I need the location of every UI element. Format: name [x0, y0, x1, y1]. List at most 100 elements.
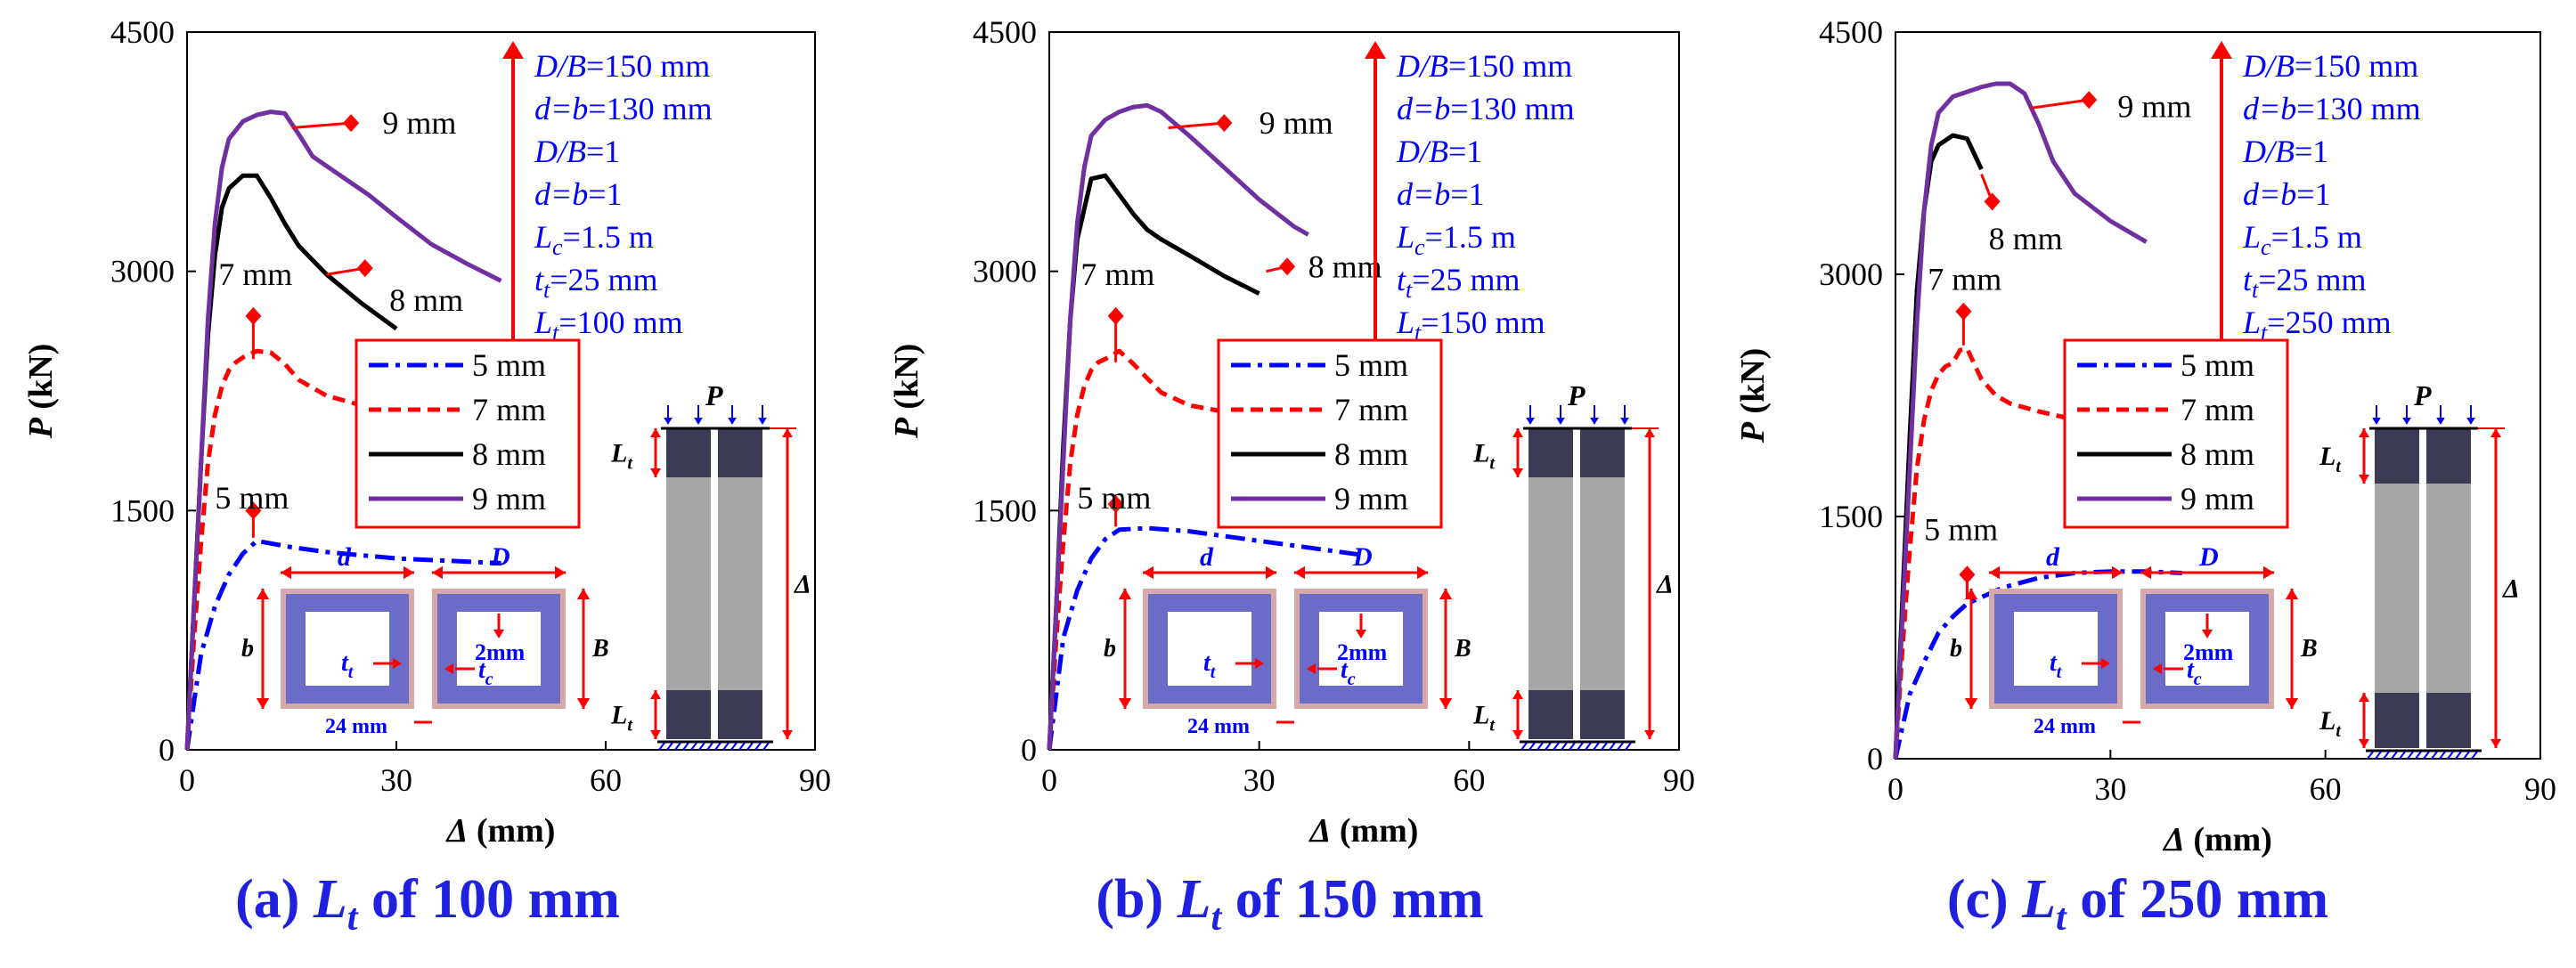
- legend-label: 7 mm: [1334, 392, 1408, 427]
- legend-label: 5 mm: [1334, 347, 1408, 383]
- y-tick-label: 0: [1867, 741, 1883, 777]
- column-left-top-tube: [2375, 428, 2419, 484]
- fixed-support-hatch: [722, 742, 730, 751]
- y-tick-label: 1500: [110, 492, 175, 528]
- dim-B-label: B: [2300, 635, 2318, 663]
- load-P-label: P: [2413, 379, 2432, 411]
- dim-b-label: b: [1950, 635, 1962, 663]
- fixed-support-hatch: [1561, 742, 1568, 751]
- dim-Lt-bottom-head: [650, 730, 661, 739]
- fixed-support-hatch: [2407, 751, 2414, 760]
- param-text: D/B=1: [534, 134, 620, 169]
- series-line-9mm: [1893, 81, 2148, 760]
- fixed-support-hatch: [2367, 751, 2374, 760]
- legend-label: 9 mm: [472, 481, 546, 517]
- dim-delta-head: [782, 428, 793, 437]
- x-tick-label: 30: [380, 762, 412, 798]
- dim-Lt-bottom-head: [1512, 730, 1523, 739]
- series-line-7mm: [1893, 346, 2111, 760]
- y-tick-label: 1500: [973, 492, 1037, 528]
- dim-Lt-top-head: [2359, 475, 2369, 484]
- fixed-support-hatch: [2447, 751, 2454, 760]
- plot-frame: [1048, 31, 1680, 751]
- marker-diamond: [356, 259, 373, 278]
- fixed-support-hatch: [2431, 751, 2438, 760]
- dim-Lt-top-head: [1512, 428, 1523, 437]
- marker-leader: [1168, 121, 1225, 129]
- marker-diamond: [343, 114, 360, 133]
- inner-tube-section-void: [1168, 612, 1251, 686]
- marker-diamond: [245, 501, 262, 520]
- series-line-7mm: [1047, 348, 1259, 751]
- gap-24mm-label: 24 mm: [325, 715, 387, 738]
- fixed-support-hatch: [2439, 751, 2446, 760]
- marker-diamond: [1279, 257, 1296, 276]
- dim-Lt-bottom-head: [1512, 690, 1523, 699]
- data-label: 9 mm: [382, 105, 456, 141]
- dim-D-head: [2263, 565, 2274, 580]
- tc-arrow-head: [2153, 663, 2162, 674]
- legend-label: 8 mm: [2181, 436, 2254, 472]
- fixed-support-hatch: [1593, 742, 1600, 751]
- x-axis-label: Δ (mm): [2162, 821, 2272, 858]
- dim-Lt-bottom-head: [650, 690, 661, 699]
- column-left-core: [1528, 428, 1573, 739]
- dim-D-label: D: [2198, 542, 2219, 572]
- fixed-support-hatch: [1537, 742, 1544, 751]
- data-label: 9 mm: [2117, 88, 2191, 124]
- dim-D-head: [1417, 565, 1428, 580]
- dim-b-head: [1118, 589, 1132, 599]
- dim-B-head: [2285, 589, 2299, 599]
- marker-diamond: [1216, 114, 1233, 133]
- load-arrow-tip: [2466, 418, 2475, 425]
- dim-B-head: [1439, 589, 1453, 599]
- marker-diamond: [1107, 495, 1124, 514]
- y-tick-label: 4500: [973, 14, 1037, 50]
- plot-frame: [186, 31, 816, 751]
- load-arrow-tip: [758, 418, 767, 425]
- tt-label: tt: [2050, 649, 2063, 682]
- param-text: D/B=1: [1396, 134, 1482, 169]
- dim-d-label: d: [2046, 542, 2060, 572]
- fixed-support-hatch: [1625, 742, 1632, 751]
- dim-B-label: B: [1454, 635, 1471, 663]
- dim-delta-head: [2490, 739, 2501, 748]
- panel-caption: (a) Lt of 100 mm: [235, 869, 620, 939]
- data-label: 9 mm: [1259, 105, 1333, 141]
- dim-d-head: [1266, 565, 1276, 580]
- column-right-bottom-tube: [718, 690, 762, 739]
- load-arrow-tip: [1526, 418, 1535, 425]
- dim-d-head: [1989, 565, 2000, 580]
- data-label: 7 mm: [1928, 261, 2001, 297]
- dim-d-head: [404, 565, 414, 580]
- fixed-support-hatch: [2383, 751, 2390, 760]
- legend-label: 7 mm: [2181, 392, 2254, 427]
- param-text: d=b=130 mm: [1397, 91, 1575, 126]
- load-arrow-tip: [694, 418, 703, 425]
- column-left-top-tube: [1528, 428, 1573, 477]
- fixed-support-hatch: [1528, 742, 1536, 751]
- column-right-top-tube: [718, 428, 762, 477]
- data-label: 7 mm: [218, 256, 292, 292]
- param-text: Lt=250 mm: [2242, 305, 2392, 346]
- y-tick-label: 0: [1021, 732, 1037, 768]
- dim-Lt-top-head: [1512, 468, 1523, 477]
- y-tick-label: 3000: [973, 254, 1037, 289]
- fixed-support-hatch: [690, 742, 697, 751]
- fixed-support-hatch: [658, 742, 665, 751]
- x-tick-label: 0: [1887, 771, 1903, 807]
- marker-diamond: [1955, 302, 1972, 321]
- chart-panel-3: 0 1500 3000 4500 0 30 60 90 Δ (mm) P (kN) 9 mm 8 mm…: [1734, 14, 2556, 939]
- column-left-top-tube: [666, 428, 711, 477]
- column-left-core: [666, 428, 711, 739]
- param-text: d=b=1: [534, 176, 623, 212]
- load-P-label: P: [705, 379, 723, 411]
- param-text: D/B=150 mm: [2242, 48, 2418, 84]
- fixed-support-hatch: [1545, 742, 1552, 751]
- fixed-support-hatch: [762, 742, 770, 751]
- tt-arrow-head: [393, 658, 402, 669]
- legend-box: [2063, 338, 2289, 529]
- param-text: d=b=1: [1397, 176, 1485, 212]
- inner-tube-section-void: [306, 612, 389, 686]
- column-left-bottom-tube: [666, 690, 711, 739]
